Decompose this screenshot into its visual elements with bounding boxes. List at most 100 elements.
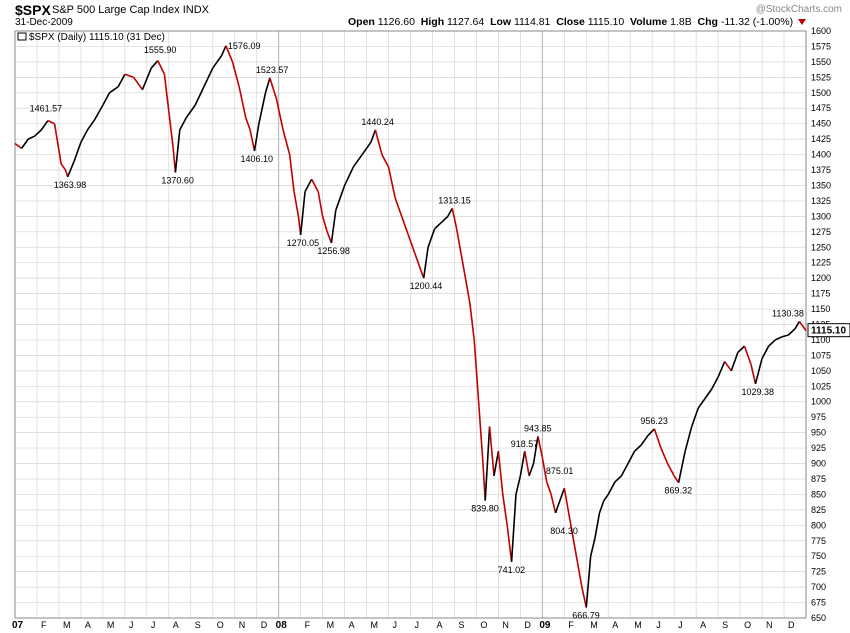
y-tick-label: 1575 bbox=[811, 41, 831, 51]
down-arrow-icon bbox=[798, 19, 806, 26]
price-segment bbox=[750, 364, 757, 384]
y-tick-label: 1075 bbox=[811, 350, 831, 360]
price-segment bbox=[781, 334, 789, 338]
price-segment bbox=[53, 123, 62, 164]
y-tick-label: 975 bbox=[811, 412, 826, 422]
price-segment bbox=[150, 60, 159, 69]
last-value-label: 1115.10 bbox=[811, 326, 846, 337]
watermark: @StockCharts.com bbox=[755, 4, 842, 15]
y-tick-label: 1600 bbox=[811, 26, 831, 36]
x-tick-label: M bbox=[63, 620, 71, 630]
last-value-box bbox=[807, 323, 850, 338]
price-segment bbox=[473, 339, 480, 402]
y-tick-label: 1400 bbox=[811, 150, 831, 160]
price-segment bbox=[427, 228, 436, 248]
price-segment bbox=[335, 185, 346, 211]
y-tick-label: 950 bbox=[811, 428, 826, 438]
price-segment bbox=[506, 525, 513, 562]
y-tick-label: 1100 bbox=[811, 335, 830, 345]
index-name: S&P 500 Large Cap Index bbox=[52, 4, 180, 16]
price-segment bbox=[563, 488, 570, 514]
y-tick-label: 1200 bbox=[811, 273, 831, 283]
value-annotation: 1200.44 bbox=[410, 281, 443, 291]
price-segment bbox=[455, 228, 462, 254]
price-segment bbox=[469, 302, 476, 341]
price-segment bbox=[73, 141, 82, 162]
y-tick-label: 1175 bbox=[811, 289, 830, 299]
y-tick-label: 1475 bbox=[811, 103, 831, 113]
price-segment bbox=[673, 475, 680, 484]
price-segment bbox=[677, 451, 686, 483]
price-segment bbox=[501, 494, 508, 526]
y-tick-label: 1275 bbox=[811, 227, 831, 237]
x-tick-label: N bbox=[239, 620, 246, 630]
value-annotation: 1363.98 bbox=[54, 180, 87, 190]
price-segment bbox=[407, 234, 416, 254]
x-tick-label: 08 bbox=[276, 620, 288, 631]
price-segment bbox=[532, 436, 539, 464]
y-tick-label: 850 bbox=[811, 489, 826, 499]
price-segment bbox=[321, 216, 328, 232]
price-segment bbox=[253, 123, 260, 151]
price-segment bbox=[484, 426, 491, 501]
price-segment bbox=[607, 481, 616, 495]
price-segment bbox=[14, 142, 23, 150]
value-annotation: 1440.24 bbox=[361, 117, 394, 127]
price-segment bbox=[117, 73, 126, 87]
price-segment bbox=[109, 85, 119, 94]
price-segment bbox=[653, 428, 662, 449]
legend-label: $SPX (Daily) 1115.10 (31 Dec) bbox=[29, 32, 165, 43]
chg-value: -11.32 (-1.00%) bbox=[720, 16, 794, 28]
price-segment bbox=[460, 253, 467, 279]
y-tick-label: 800 bbox=[811, 520, 826, 530]
price-segment bbox=[157, 60, 166, 75]
price-segment bbox=[66, 160, 76, 178]
x-tick-label: F bbox=[568, 620, 574, 630]
price-segment bbox=[717, 361, 726, 378]
price-segment bbox=[168, 111, 174, 149]
volume-label: Volume bbox=[630, 16, 668, 28]
y-tick-label: 825 bbox=[811, 505, 826, 515]
high-label: High bbox=[420, 16, 445, 28]
open-value: 1126.60 bbox=[377, 16, 415, 28]
price-segment bbox=[614, 475, 622, 483]
price-segment bbox=[299, 191, 306, 235]
x-tick-label: 07 bbox=[12, 620, 24, 631]
y-tick-label: 1250 bbox=[811, 242, 831, 252]
price-segment bbox=[225, 45, 234, 63]
x-tick-label: A bbox=[173, 620, 179, 630]
x-tick-label: O bbox=[480, 620, 487, 630]
y-tick-label: 1550 bbox=[811, 57, 831, 67]
price-segment bbox=[418, 265, 425, 279]
y-tick-label: 1000 bbox=[811, 397, 831, 407]
low-label: Low bbox=[490, 16, 512, 28]
price-segment bbox=[724, 361, 732, 372]
value-annotation: 804.30 bbox=[550, 526, 578, 536]
value-annotation: 875.01 bbox=[546, 466, 574, 476]
price-segment bbox=[440, 215, 449, 224]
y-tick-label: 1050 bbox=[811, 366, 831, 376]
price-segment bbox=[132, 76, 144, 91]
x-tick-label: F bbox=[305, 620, 311, 630]
price-segment bbox=[697, 398, 706, 409]
price-segment bbox=[464, 278, 471, 304]
y-tick-label: 1500 bbox=[811, 88, 831, 98]
price-segment bbox=[620, 463, 629, 477]
price-segment bbox=[488, 426, 495, 476]
price-segment bbox=[594, 512, 601, 538]
price-segment bbox=[447, 207, 453, 217]
chg-label: Chg bbox=[697, 16, 718, 28]
price-segment bbox=[510, 494, 517, 562]
value-annotation: 1406.10 bbox=[240, 154, 273, 164]
x-tick-label: J bbox=[151, 620, 156, 630]
price-segment bbox=[352, 154, 363, 168]
y-tick-label: 1525 bbox=[811, 72, 831, 82]
price-segment bbox=[523, 451, 530, 477]
volume-value: 1.8B bbox=[670, 16, 692, 28]
price-segment bbox=[477, 401, 484, 464]
value-annotation: 839.80 bbox=[471, 504, 499, 514]
price-segment bbox=[537, 436, 544, 458]
x-tick-label: A bbox=[612, 620, 618, 630]
price-segment bbox=[40, 120, 49, 131]
price-segment bbox=[572, 537, 579, 563]
